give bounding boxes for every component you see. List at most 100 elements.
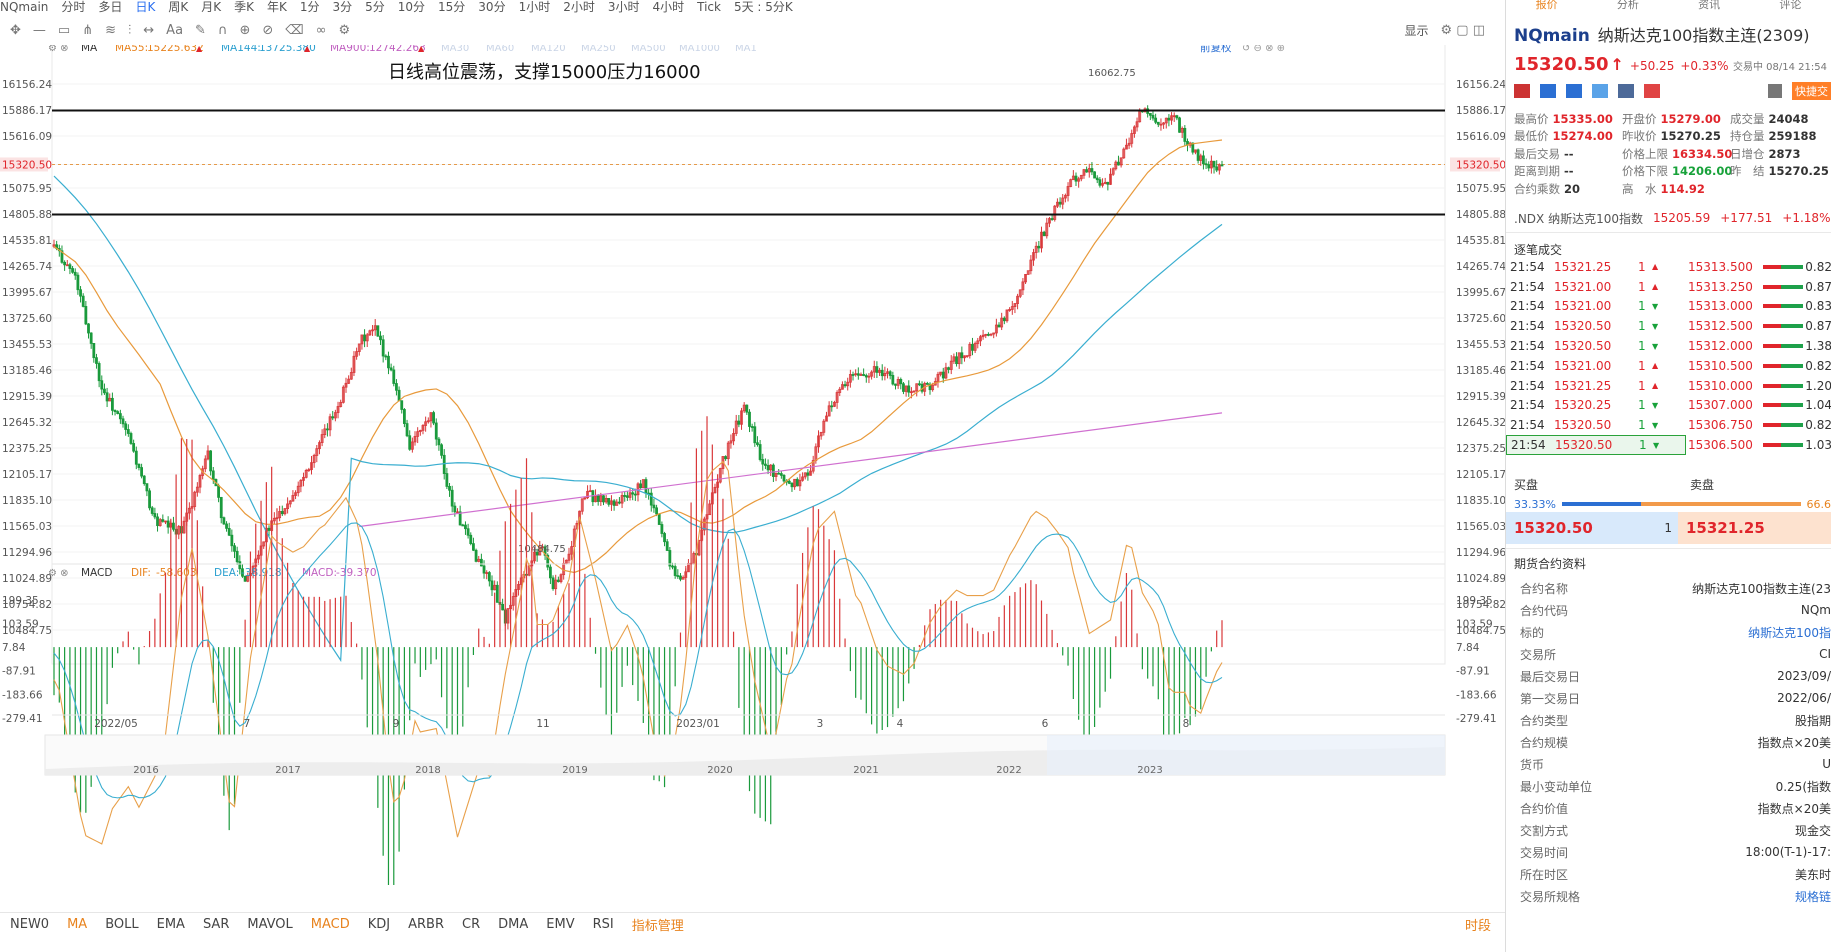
indicator-item[interactable]: MAVOL — [247, 917, 293, 932]
indicator-item[interactable]: SAR — [202, 917, 230, 932]
trend-icon[interactable]: ⫶ — [128, 22, 132, 38]
indicator-item[interactable]: CR — [462, 917, 481, 932]
bid-ask-row: 15320.50 1 15321.25 — [1506, 512, 1831, 544]
quote-tab[interactable]: 评论 — [1779, 0, 1802, 11]
session-button[interactable]: 时段 — [1464, 919, 1491, 934]
faded-ma-label[interactable]: MA30 — [441, 45, 469, 54]
bid-price[interactable]: 15320.50 — [1514, 519, 1593, 537]
period-item[interactable]: 日K — [135, 0, 156, 13]
candle-body — [925, 382, 929, 385]
stat-value: 15270.25 — [1660, 129, 1721, 144]
text-icon[interactable]: Aa — [166, 22, 184, 38]
brush-icon[interactable]: ✎ — [195, 22, 206, 38]
display-menu[interactable]: 显示 — [1404, 23, 1429, 38]
period-item[interactable]: 3小时 — [607, 0, 640, 13]
indicator-item[interactable]: NEW0 — [10, 917, 50, 932]
faded-ma-label[interactable]: MA500 — [631, 45, 666, 54]
crosshair-icon[interactable]: ✥ — [10, 22, 21, 38]
indicator-item[interactable]: DMA — [498, 917, 529, 932]
gear-icon[interactable]: ⚙ — [338, 22, 351, 38]
settings-icon[interactable]: ⚙ ⊗ — [48, 45, 69, 54]
period-item[interactable]: 5天 : 5分K — [733, 0, 793, 13]
indicator-item[interactable]: RSI — [592, 917, 614, 932]
faded-ma-label[interactable]: MA60 — [486, 45, 514, 54]
ask-price[interactable]: 15321.25 — [1686, 519, 1765, 537]
indicator-item[interactable]: EMA — [156, 917, 185, 932]
price-tick-label: 12105.17 — [1456, 469, 1505, 481]
link-icon[interactable]: ∞ — [315, 22, 327, 38]
stats-row: 合约乘数 20 高 水 114.92 — [1514, 180, 1831, 198]
flag-icon[interactable] — [1514, 84, 1530, 98]
chart-annotation[interactable]: 日线高位震荡，支撑15000压力16000 — [388, 62, 701, 83]
period-item[interactable]: 4小时 — [652, 0, 685, 13]
period-item[interactable]: 15分 — [438, 0, 466, 13]
eye-icon[interactable]: ⊘ — [262, 22, 274, 38]
indicator-item[interactable]: 指标管理 — [631, 919, 684, 934]
faded-ma-label[interactable]: MA120 — [531, 45, 566, 54]
quote-tab[interactable]: 资讯 — [1698, 0, 1721, 11]
period-item[interactable]: 2小时 — [563, 0, 595, 13]
quote-tab[interactable]: 分析 — [1616, 0, 1639, 11]
indicator-item[interactable]: EMV — [546, 917, 575, 932]
macd-tick-label: 7.84 — [2, 642, 26, 654]
note-icon[interactable] — [1618, 84, 1634, 98]
period-item[interactable]: 1小时 — [518, 0, 551, 13]
trash-icon[interactable]: ⌫ — [285, 22, 304, 38]
candle-body — [357, 343, 361, 352]
rect-icon[interactable]: ▭ — [57, 22, 71, 38]
heart-icon[interactable] — [1644, 84, 1660, 98]
settings-icon[interactable]: ⚙ ▢ ◫ — [1440, 22, 1485, 38]
candle-body — [1066, 186, 1070, 196]
bolt-icon[interactable] — [1540, 84, 1556, 98]
candle-body — [817, 435, 820, 448]
period-item[interactable]: 季K — [234, 0, 254, 13]
adjust-button[interactable]: 前复权 — [1200, 45, 1232, 54]
quick-trade-button[interactable]: 快捷交 — [1792, 82, 1831, 100]
chart-area[interactable]: 日线高位震荡，支撑15000压力16000 16062.75 10484.75 16… — [0, 45, 1505, 885]
period-item[interactable]: 1分 — [299, 0, 320, 13]
magnet-icon[interactable]: ∩ — [217, 22, 228, 38]
arrow-icon[interactable]: ↔ — [143, 22, 155, 38]
period-item[interactable]: 3分 — [332, 0, 353, 13]
indicator-item[interactable]: KDJ — [367, 917, 391, 932]
lock-icon[interactable]: ⊕ — [239, 22, 251, 38]
candle-body — [437, 438, 441, 446]
bell-icon[interactable] — [1768, 84, 1782, 98]
faded-ma-label[interactable]: MA1 — [735, 45, 757, 54]
candle-body — [233, 545, 236, 552]
fork-icon[interactable]: ⋔ — [82, 22, 94, 38]
period-item[interactable]: 年K — [266, 0, 287, 13]
overview-window[interactable] — [1047, 735, 1445, 775]
faded-ma-label[interactable]: MA1000 — [679, 45, 720, 54]
period-item[interactable]: 5分 — [365, 0, 385, 13]
period-item[interactable]: NQmain — [0, 0, 49, 13]
line-icon[interactable]: — — [32, 22, 46, 38]
indicator-item[interactable]: ARBR — [408, 917, 445, 932]
indicator-item[interactable]: MA — [67, 917, 88, 932]
candle-body — [928, 383, 932, 391]
stat-cell: 成交量 24048 — [1730, 111, 1830, 127]
panel-controls-icon[interactable]: ↺ ⊖ ⊗ ⊕ — [1242, 45, 1285, 54]
tick-time: 21:54 — [1510, 259, 1545, 274]
quote-tab[interactable]: 报价 — [1535, 0, 1558, 11]
faded-ma-label[interactable]: MA250 — [581, 45, 616, 54]
macd-settings-icon[interactable]: ⚙ ⊗ — [48, 568, 69, 579]
candle-body — [1164, 117, 1168, 124]
period-item[interactable]: 周K — [168, 0, 189, 13]
period-item[interactable]: 30分 — [478, 0, 506, 13]
period-item[interactable]: 10分 — [397, 0, 426, 13]
fib-icon[interactable]: ≋ — [105, 22, 117, 38]
period-item[interactable]: 月K — [201, 0, 222, 13]
period-item[interactable]: 多日 — [98, 0, 123, 13]
alert-icon[interactable] — [1566, 84, 1582, 98]
ndx-row[interactable]: .NDX 纳斯达克100指数 15205.59 +177.51 +1.18% — [1506, 196, 1831, 232]
candle-body — [280, 511, 284, 515]
period-item[interactable]: 分时 — [61, 0, 86, 13]
indicator-item[interactable]: BOLL — [105, 917, 139, 932]
period-item[interactable]: Tick — [697, 0, 721, 13]
depth-value: 0.82 — [1805, 259, 1831, 274]
tag-icon[interactable] — [1592, 84, 1608, 98]
tick-price: 15320.50 — [1555, 438, 1613, 453]
price-tick-label: 11565.03 — [2, 521, 52, 533]
indicator-item[interactable]: MACD — [310, 917, 350, 932]
